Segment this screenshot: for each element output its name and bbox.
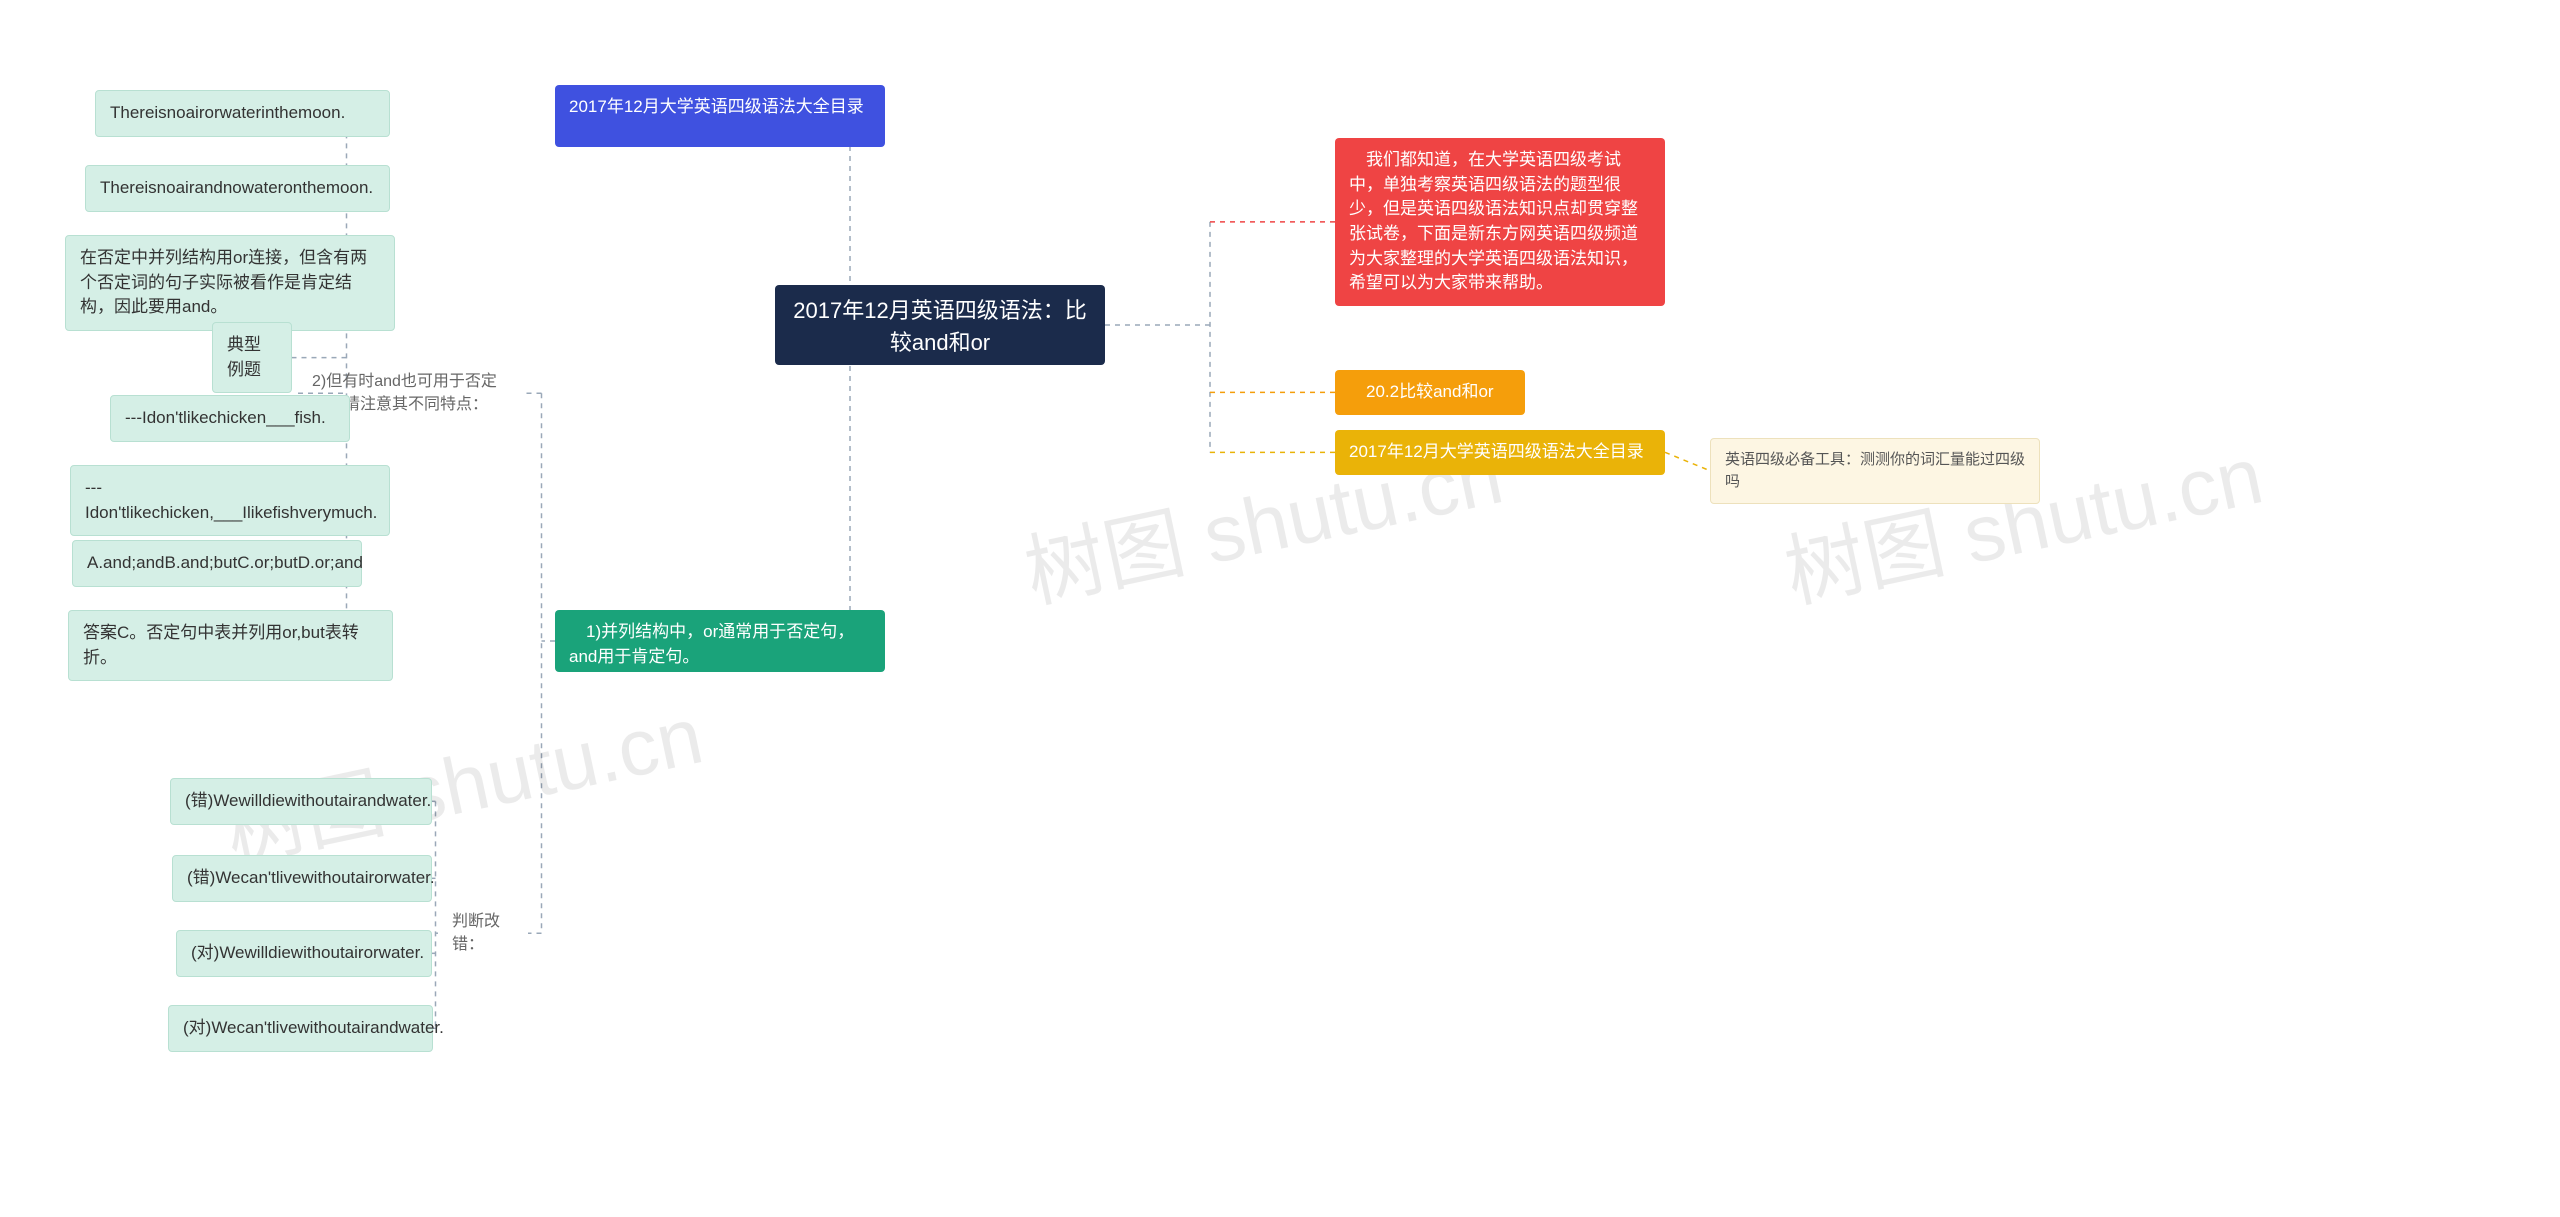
leaf-l1: Thereisnoairorwaterinthemoon. — [95, 90, 390, 137]
leaf-j1: (错)Wewilldiewithoutairandwater. — [170, 778, 432, 825]
node-red-intro: 我们都知道，在大学英语四级考试中，单独考察英语四级语法的题型很少，但是英语四级语… — [1335, 138, 1665, 306]
leaf-l2: Thereisnoairandnowateronthemoon. — [85, 165, 390, 212]
leaf-j4: (对)Wecan'tlivewithoutairandwater. — [168, 1005, 433, 1052]
node-blue-catalog: 2017年12月大学英语四级语法大全目录 — [555, 85, 885, 147]
leaf-j2: (错)Wecan'tlivewithoutairorwater. — [172, 855, 432, 902]
leaf-l6: ---Idon'tlikechicken,___Ilikefishverymuc… — [70, 465, 390, 536]
node-yellow-catalog: 2017年12月大学英语四级语法大全目录 — [1335, 430, 1665, 475]
leaf-l3: 在否定中并列结构用or连接，但含有两个否定词的句子实际被看作是肯定结构，因此要用… — [65, 235, 395, 331]
root-node: 2017年12月英语四级语法：比较and和or — [775, 285, 1105, 365]
leaf-l4: 典型例题 — [212, 322, 292, 393]
leaf-j3: (对)Wewilldiewithoutairorwater. — [176, 930, 432, 977]
leaf-l5: ---Idon'tlikechicken___fish. — [110, 395, 350, 442]
leaf-l7: A.and;andB.and;butC.or;butD.or;and — [72, 540, 362, 587]
leaf-l8: 答案C。否定句中表并列用or,but表转折。 — [68, 610, 393, 681]
node-judge-label: 判断改错： — [438, 900, 528, 966]
node-pale-tool: 英语四级必备工具：测测你的词汇量能过四级吗 — [1710, 438, 2040, 504]
node-orange-section: 20.2比较and和or — [1335, 370, 1525, 415]
node-green-rule1: 1)并列结构中，or通常用于否定句，and用于肯定句。 — [555, 610, 885, 672]
